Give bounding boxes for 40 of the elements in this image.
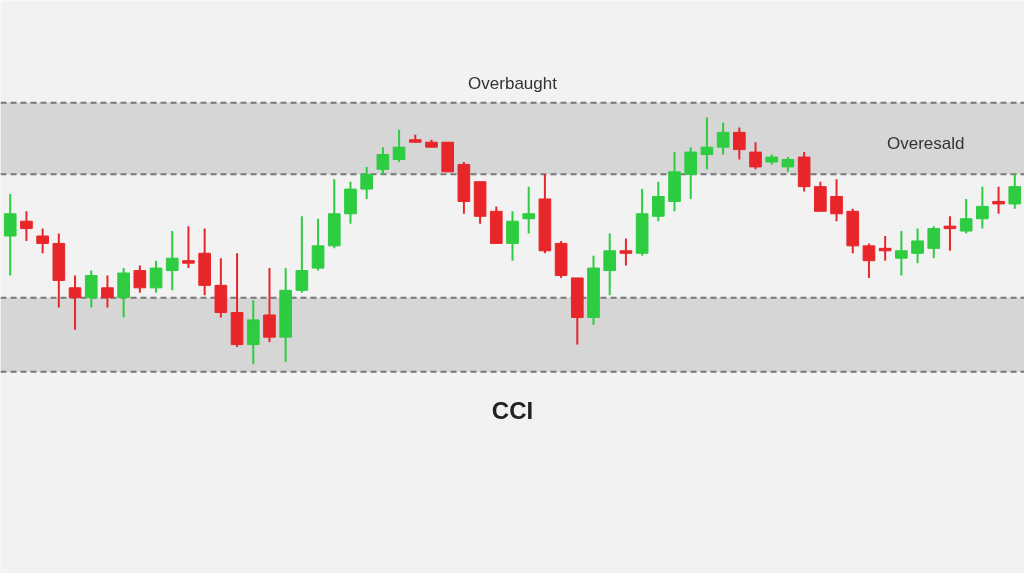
candlestick [911, 227, 924, 265]
candlestick [976, 185, 989, 230]
candlestick [376, 146, 390, 176]
candlestick [862, 242, 876, 279]
candlestick [522, 185, 536, 235]
candlestick [651, 180, 665, 223]
candlestick [733, 126, 746, 161]
band-label: Overbaught [468, 73, 558, 93]
candlestick [895, 230, 908, 277]
candlestick [133, 264, 147, 294]
candlestick [263, 267, 276, 344]
candlestick [749, 141, 762, 171]
candlestick [392, 128, 406, 163]
candlestick [360, 165, 374, 200]
candlestick [165, 230, 179, 292]
candlestick [36, 227, 49, 255]
candlestick [878, 235, 892, 262]
candlestick [311, 217, 325, 272]
candlestick [20, 210, 33, 242]
candlestick [959, 197, 973, 235]
candlestick [943, 215, 957, 252]
candlestick [619, 237, 633, 267]
candlestick [830, 178, 843, 223]
candlestick [3, 193, 17, 277]
candlestick [1008, 173, 1022, 210]
candlestick [68, 274, 82, 331]
candlestick [84, 269, 98, 309]
candlestick [506, 210, 519, 262]
candlestick [716, 121, 730, 156]
x-axis-title: CCI [491, 396, 534, 424]
candlestick [684, 146, 698, 200]
candlestick [992, 185, 1005, 215]
candlestick [149, 259, 163, 294]
candlestick [700, 116, 714, 171]
candlestick [101, 274, 114, 309]
candlestick [603, 232, 617, 297]
candlestick [182, 225, 195, 270]
candlestick [295, 215, 309, 294]
annotation: Overesald [887, 134, 965, 153]
candlestick [927, 225, 941, 260]
